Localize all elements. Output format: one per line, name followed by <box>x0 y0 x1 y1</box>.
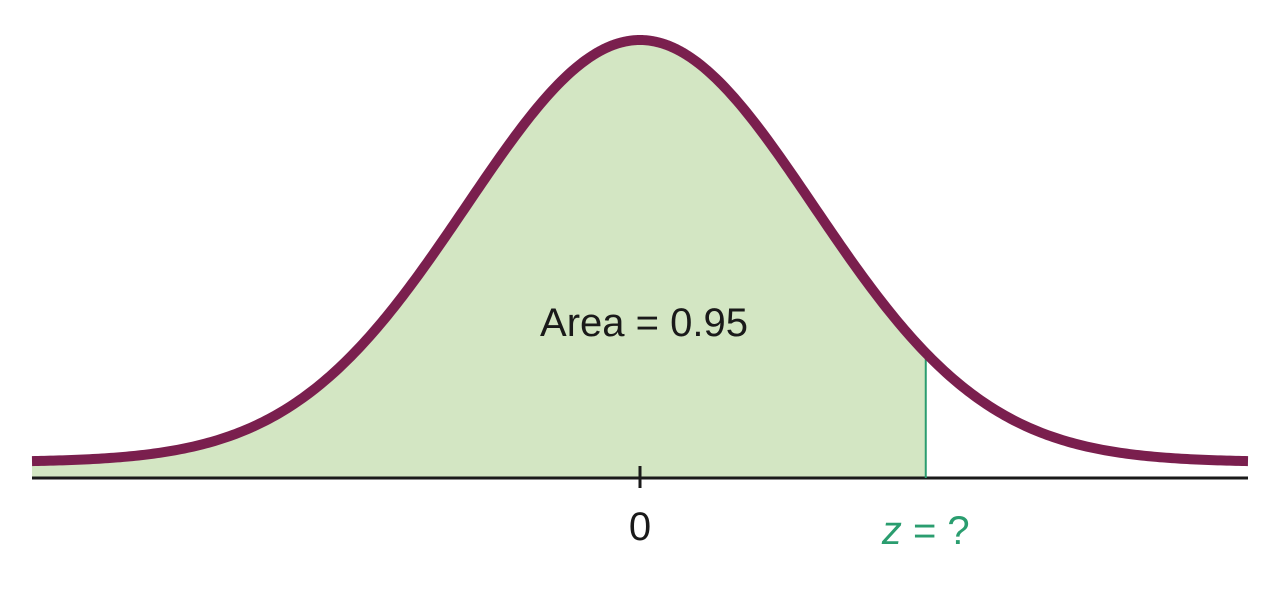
critical-value-text: = ? <box>902 509 970 553</box>
normal-curve <box>30 35 1250 467</box>
tick-label: 0 <box>629 505 651 549</box>
shaded-area <box>32 40 926 478</box>
critical-value-label: z = ? <box>881 509 970 553</box>
area-annotation: Area = 0.95 <box>540 301 748 345</box>
critical-value-variable: z <box>881 509 902 553</box>
tick-marks: 0 <box>629 466 651 549</box>
